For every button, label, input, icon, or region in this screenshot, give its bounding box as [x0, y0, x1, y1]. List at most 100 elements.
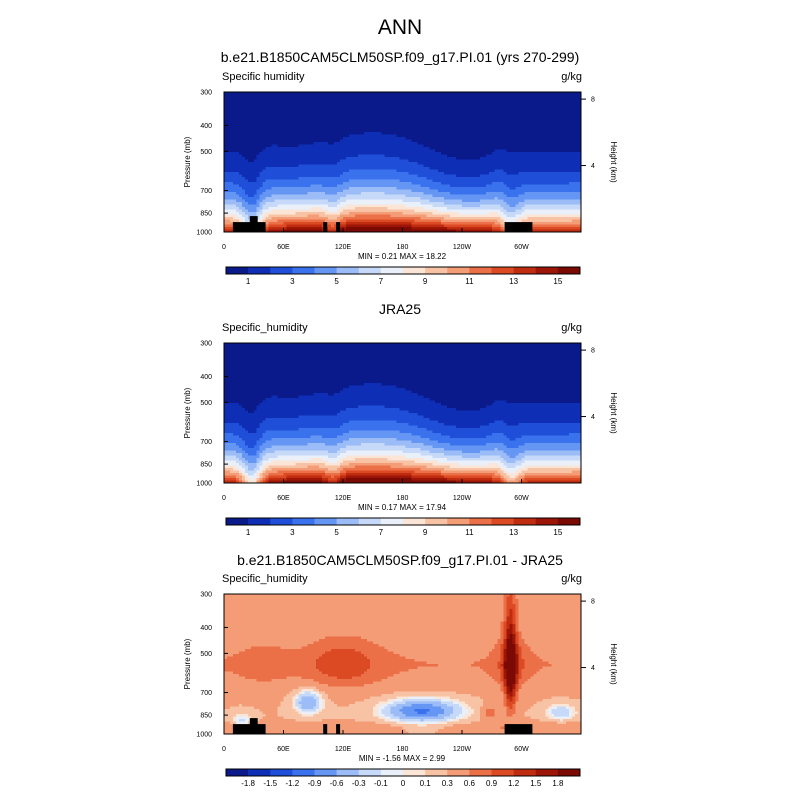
- contour-cell: [438, 420, 496, 424]
- contour-cell: [224, 679, 258, 683]
- contour-cell: [518, 674, 523, 678]
- contour-cell: [408, 731, 436, 735]
- contour-cell: [259, 209, 264, 213]
- contour-cell: [224, 649, 246, 653]
- colorbar-swatch: [447, 267, 470, 274]
- contour-cell: [363, 654, 401, 658]
- contour-cell: [524, 209, 582, 213]
- contour-cell: [491, 229, 502, 233]
- contour-cell: [518, 606, 582, 610]
- contour-cell: [375, 704, 383, 708]
- contour-cell: [328, 229, 338, 233]
- contour-cell: [509, 689, 514, 693]
- contour-cell: [316, 709, 320, 713]
- contour-cell: [524, 222, 582, 226]
- colorbar: 1 3 5 7 9 11 13 15: [225, 517, 581, 537]
- contour-cell: [381, 679, 496, 683]
- contour-cell: [348, 212, 404, 216]
- contour-cell: [292, 706, 297, 710]
- contour-cell: [524, 639, 582, 643]
- contour-cell: [340, 425, 418, 429]
- contour-cell: [444, 172, 490, 176]
- contour-cell: [224, 726, 404, 730]
- contour-cell: [232, 716, 237, 720]
- colorbar-label: 13: [509, 528, 518, 537]
- contour-cell: [411, 227, 448, 231]
- contour-cell: [262, 420, 350, 424]
- contour-cell: [224, 182, 234, 186]
- contour-cell: [224, 704, 240, 708]
- contour-cell: [224, 179, 249, 183]
- contour-cell: [551, 706, 558, 710]
- contour-cell: [259, 194, 273, 198]
- contour-cell: [238, 651, 326, 655]
- contour-cell: [393, 714, 407, 718]
- contour-cell: [390, 214, 427, 218]
- contour-cell: [479, 696, 505, 700]
- contour-cell: [408, 423, 445, 427]
- contour-cell: [224, 207, 240, 211]
- contour-cell: [301, 714, 314, 718]
- contour-cell: [500, 689, 505, 693]
- contour-cell: [521, 631, 582, 635]
- contour-cell: [503, 219, 508, 223]
- contour-cell: [265, 714, 279, 718]
- contour-cell: [253, 194, 261, 198]
- colorbar-swatch: [403, 267, 426, 274]
- contour-cell: [271, 445, 347, 449]
- contour-cell: [479, 408, 582, 412]
- contour-cell: [503, 669, 508, 673]
- contour-cell: [485, 714, 496, 718]
- contour-cell: [518, 621, 582, 625]
- contour-cell: [283, 229, 323, 233]
- contour-cell: [244, 475, 249, 479]
- contour-cell: [551, 709, 570, 713]
- colorbar-label: 9: [423, 277, 428, 286]
- contour-cell: [232, 654, 323, 658]
- contour-cell: [224, 388, 344, 392]
- contour-cell: [393, 691, 457, 695]
- contour-cell: [224, 470, 231, 474]
- contour-cell: [244, 458, 258, 462]
- contour-field: [224, 594, 582, 735]
- contour-cell: [378, 711, 383, 715]
- contour-cell: [426, 711, 445, 715]
- contour-cell: [298, 177, 427, 181]
- contour-cell: [274, 450, 329, 454]
- colorbar-label: 9: [423, 528, 428, 537]
- contour-cell: [506, 619, 514, 623]
- colorbar-swatch: [447, 769, 470, 776]
- contour-cell: [551, 696, 570, 700]
- contour-cell: [277, 714, 302, 718]
- colorbar-label: 13: [509, 277, 518, 286]
- contour-cell: [328, 199, 338, 203]
- contour-cell: [491, 227, 502, 231]
- contour-cell: [405, 714, 439, 718]
- colorbar-frame: [225, 517, 581, 526]
- contour-cell: [340, 458, 356, 462]
- contour-cell: [515, 689, 520, 693]
- contour-cell: [515, 626, 520, 630]
- contour-cell: [506, 656, 517, 660]
- contour-cell: [325, 212, 341, 216]
- contour-cell: [515, 686, 520, 690]
- contour-cell: [518, 661, 526, 665]
- contour-cell: [447, 721, 472, 725]
- contour-cell: [509, 694, 514, 698]
- contour-cell: [316, 666, 371, 670]
- contour-cell: [262, 450, 276, 454]
- contour-cell: [265, 189, 344, 193]
- contour-cell: [298, 395, 424, 399]
- contour-cell: [381, 711, 392, 715]
- contour-cell: [340, 470, 347, 474]
- contour-cell: [345, 194, 407, 198]
- contour-cell: [224, 731, 410, 735]
- contour-cell: [521, 654, 537, 658]
- contour-cell: [453, 706, 463, 710]
- contour-cell: [319, 465, 341, 469]
- contour-cell: [265, 453, 341, 457]
- contour-cell: [423, 192, 451, 196]
- contour-cell: [512, 691, 517, 695]
- contour-cell: [503, 614, 508, 618]
- contour-cell: [402, 450, 430, 454]
